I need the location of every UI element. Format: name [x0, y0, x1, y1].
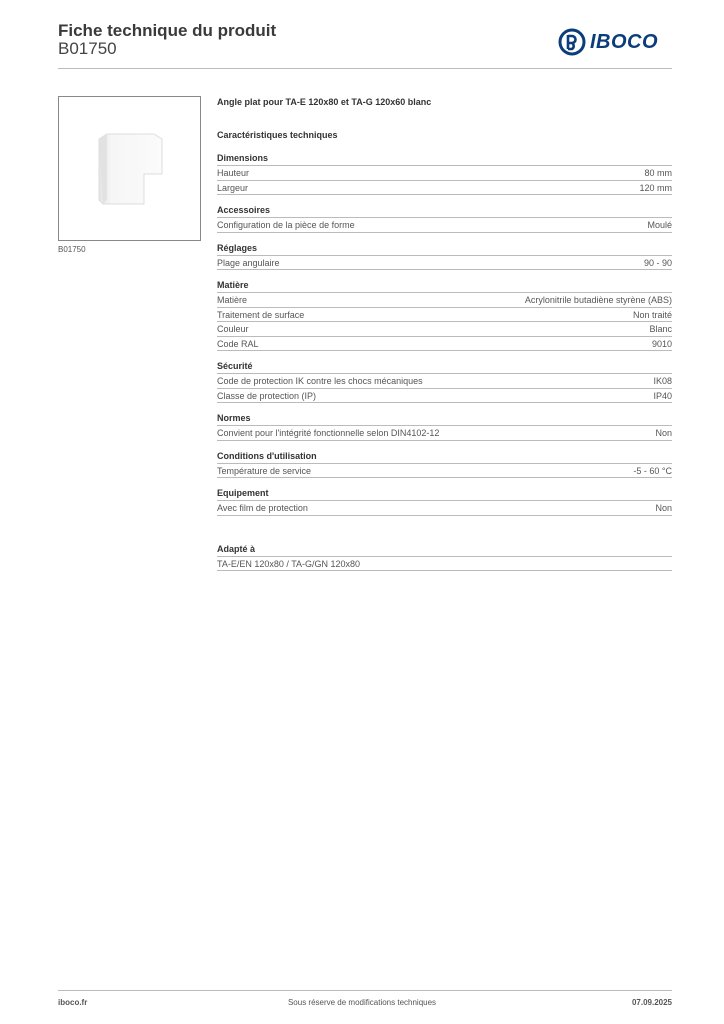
spec-row: Code de protection IK contre les chocs m… [217, 374, 672, 389]
section-title: Equipement [217, 487, 672, 501]
footer-note: Sous réserve de modifications techniques [287, 998, 437, 1007]
iboco-logo-icon [558, 28, 586, 56]
adapted-title: Adapté à [217, 543, 672, 557]
specs-content: Angle plat pour TA-E 120x80 et TA-G 120x… [217, 96, 672, 571]
spec-label: Matière [217, 295, 248, 305]
spec-value: IK08 [653, 376, 672, 386]
section-title: Normes [217, 412, 672, 426]
spec-value: -5 - 60 °C [633, 465, 672, 476]
spec-value: 90 - 90 [643, 257, 672, 268]
footer-divider [58, 990, 672, 991]
section-title: Accessoires [217, 204, 672, 218]
section-title: Sécurité [217, 360, 672, 374]
spec-label: Avec film de protection [217, 503, 308, 513]
spec-section: Sécurité Code de protection IK contre les… [217, 360, 672, 403]
logo-text: IBOCO [590, 30, 659, 53]
spec-label: Largeur [217, 182, 249, 193]
section-title: Conditions d'utilisation [217, 450, 672, 464]
spec-value: Non [655, 503, 672, 513]
spec-section: Réglages Plage angulaire 90 - 90 [217, 242, 672, 270]
product-name: Angle plat pour TA-E 120x80 et TA-G 120x… [217, 97, 432, 107]
section-title: Réglages [217, 242, 672, 256]
spec-label: Traitement de surface [217, 309, 305, 320]
spec-value: Moulé [647, 220, 672, 230]
spec-row: Hauteur 80 mm [217, 166, 672, 181]
spec-value: 80 mm [644, 168, 672, 178]
spec-row: Avec film de protection Non [217, 501, 672, 516]
spec-row: Code RAL 9010 [217, 337, 672, 351]
spec-label: Hauteur [217, 168, 250, 178]
spec-value: Non traité [632, 309, 672, 320]
spec-label: Configuration de la pièce de forme [217, 220, 355, 230]
spec-row: Couleur Blanc [217, 322, 672, 337]
spec-label: Plage angulaire [217, 257, 280, 268]
spec-value: IP40 [653, 390, 672, 401]
spec-value: 120 mm [639, 182, 672, 193]
footer-date: 07.09.2025 [631, 998, 672, 1007]
footer-site-link[interactable]: iboco.fr [58, 998, 88, 1007]
spec-section: Dimensions Hauteur 80 mm Largeur 120 mm [217, 152, 672, 195]
spec-value: Acrylonitrile butadiène styrène (ABS) [524, 295, 672, 305]
header-divider [58, 68, 672, 69]
spec-row: Plage angulaire 90 - 90 [217, 256, 672, 270]
spec-row: Traitement de surface Non traité [217, 308, 672, 322]
spec-section: Equipement Avec film de protection Non [217, 487, 672, 516]
spec-row: Température de service -5 - 60 °C [217, 464, 672, 478]
spec-row: Largeur 120 mm [217, 181, 672, 195]
iboco-logo: IBOCO [558, 28, 658, 56]
spec-value: Blanc [649, 324, 672, 334]
adapted-section: Adapté à TA-E/EN 120x80 / TA-G/GN 120x80 [217, 543, 672, 571]
flat-angle-illustration [98, 133, 163, 205]
image-caption: B01750 [58, 245, 86, 254]
spec-label: Convient pour l'intégrité fonctionnelle … [217, 428, 440, 438]
spec-label: Couleur [217, 324, 249, 334]
spec-section: Matière Matière Acrylonitrile butadiène st… [217, 279, 672, 351]
page-title: Fiche technique du produit [58, 21, 277, 40]
spec-value: 9010 [651, 338, 672, 349]
spec-label: Code de protection IK contre les chocs m… [217, 376, 423, 386]
spec-row: Convient pour l'intégrité fonctionnelle … [217, 426, 672, 441]
adapted-row: TA-E/EN 120x80 / TA-G/GN 120x80 [217, 557, 672, 571]
specs-title: Caractéristiques techniques [217, 130, 338, 140]
section-title: Dimensions [217, 152, 672, 166]
spec-value: Non [655, 428, 672, 438]
spec-row: Configuration de la pièce de forme Moulé [217, 218, 672, 233]
section-title: Matière [217, 279, 672, 293]
spec-label: Température de service [217, 465, 312, 476]
product-image [58, 96, 201, 241]
spec-label: Classe de protection (IP) [217, 390, 317, 401]
adapted-value: TA-E/EN 120x80 / TA-G/GN 120x80 [217, 558, 361, 569]
spec-row: Matière Acrylonitrile butadiène styrène (… [217, 293, 672, 308]
spec-label: Code RAL [217, 338, 259, 349]
spec-section: Accessoires Configuration de la pièce de … [217, 204, 672, 233]
product-code: B01750 [58, 39, 117, 58]
spec-row: Classe de protection (IP) IP40 [217, 389, 672, 403]
spec-section: Normes Convient pour l'intégrité fonction… [217, 412, 672, 441]
spec-section: Conditions d'utilisation Température de s… [217, 450, 672, 478]
